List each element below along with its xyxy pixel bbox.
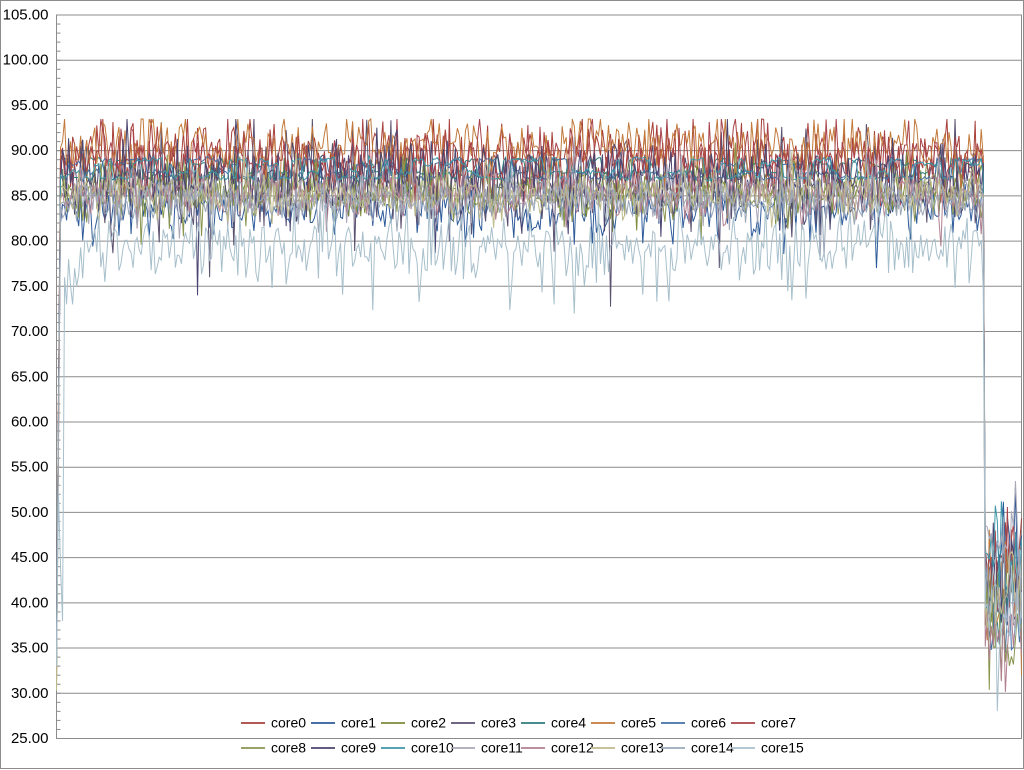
svg-text:75.00: 75.00 bbox=[11, 278, 49, 295]
svg-text:25.00: 25.00 bbox=[11, 730, 49, 747]
svg-text:105.00: 105.00 bbox=[3, 7, 49, 24]
svg-text:core13: core13 bbox=[621, 740, 664, 756]
svg-text:85.00: 85.00 bbox=[11, 187, 49, 204]
svg-text:core15: core15 bbox=[761, 740, 804, 756]
svg-text:65.00: 65.00 bbox=[11, 368, 49, 385]
svg-text:core12: core12 bbox=[551, 740, 594, 756]
svg-text:90.00: 90.00 bbox=[11, 142, 49, 159]
svg-text:55.00: 55.00 bbox=[11, 459, 49, 476]
svg-text:30.00: 30.00 bbox=[11, 685, 49, 702]
svg-text:core6: core6 bbox=[691, 715, 726, 731]
svg-text:core0: core0 bbox=[271, 715, 306, 731]
svg-text:60.00: 60.00 bbox=[11, 413, 49, 430]
svg-text:core3: core3 bbox=[481, 715, 516, 731]
svg-text:core10: core10 bbox=[411, 740, 454, 756]
svg-text:core1: core1 bbox=[341, 715, 376, 731]
svg-text:core11: core11 bbox=[481, 740, 523, 756]
svg-text:core8: core8 bbox=[271, 740, 306, 756]
svg-text:core2: core2 bbox=[411, 715, 446, 731]
svg-text:95.00: 95.00 bbox=[11, 97, 49, 114]
svg-text:core4: core4 bbox=[551, 715, 586, 731]
svg-text:core14: core14 bbox=[691, 740, 734, 756]
svg-text:80.00: 80.00 bbox=[11, 233, 49, 250]
svg-text:50.00: 50.00 bbox=[11, 504, 49, 521]
svg-text:100.00: 100.00 bbox=[3, 52, 49, 69]
svg-text:40.00: 40.00 bbox=[11, 594, 49, 611]
svg-text:core9: core9 bbox=[341, 740, 376, 756]
svg-text:core5: core5 bbox=[621, 715, 656, 731]
svg-text:70.00: 70.00 bbox=[11, 323, 49, 340]
svg-text:core7: core7 bbox=[761, 715, 796, 731]
svg-text:35.00: 35.00 bbox=[11, 640, 49, 657]
svg-text:45.00: 45.00 bbox=[11, 549, 49, 566]
